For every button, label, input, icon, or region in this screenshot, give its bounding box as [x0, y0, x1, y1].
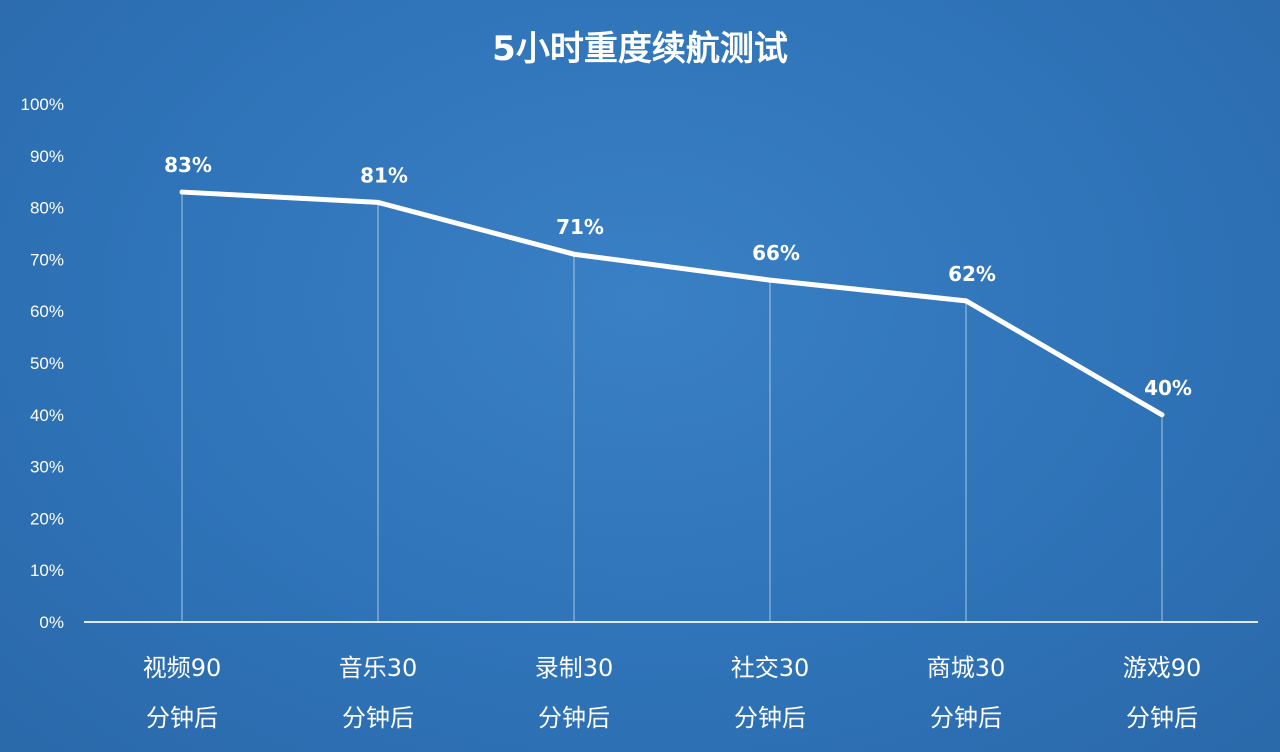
x-tick-label: 录制30	[535, 654, 614, 682]
y-tick-label: 0%	[39, 613, 64, 632]
data-label: 62%	[948, 262, 996, 286]
x-tick-label: 音乐30	[339, 654, 418, 682]
data-label: 71%	[556, 215, 604, 239]
chart-title: 5小时重度续航测试	[492, 29, 788, 69]
data-labels: 83% 81% 71% 66% 62% 40%	[164, 153, 1192, 400]
x-tick-label: 分钟后	[1126, 704, 1198, 732]
y-tick-label: 20%	[30, 509, 64, 528]
x-tick-label: 分钟后	[146, 704, 218, 732]
y-tick-label: 10%	[30, 561, 64, 580]
x-tick-label: 分钟后	[342, 704, 414, 732]
y-tick-label: 40%	[30, 406, 64, 425]
x-tick-label: 游戏90	[1123, 654, 1202, 682]
data-label: 66%	[752, 241, 800, 265]
x-tick-label: 分钟后	[734, 704, 806, 732]
x-tick-label: 视频90	[143, 654, 222, 682]
y-tick-label: 50%	[30, 354, 64, 373]
data-label: 81%	[360, 163, 408, 187]
y-tick-label: 70%	[30, 250, 64, 269]
x-tick-label: 社交30	[731, 654, 810, 682]
x-axis-ticks: 视频90 分钟后 音乐30 分钟后 录制30 分钟后 社交30 分钟后 商城30 分钟后 游戏90 分…	[143, 654, 1202, 732]
drop-lines	[181, 192, 1163, 622]
x-tick-label: 分钟后	[538, 704, 610, 732]
y-axis-ticks: 0% 10% 20% 30% 40% 50% 60% 70% 80% 90% 100%	[21, 95, 64, 632]
y-tick-label: 100%	[21, 95, 64, 114]
x-tick-label: 商城30	[927, 654, 1006, 682]
x-tick-label: 分钟后	[930, 704, 1002, 732]
y-tick-label: 60%	[30, 302, 64, 321]
y-tick-label: 90%	[30, 147, 64, 166]
y-tick-label: 30%	[30, 458, 64, 477]
y-tick-label: 80%	[30, 199, 64, 218]
data-label: 83%	[164, 153, 212, 177]
data-label: 40%	[1144, 376, 1192, 400]
series-line	[179, 189, 1165, 418]
